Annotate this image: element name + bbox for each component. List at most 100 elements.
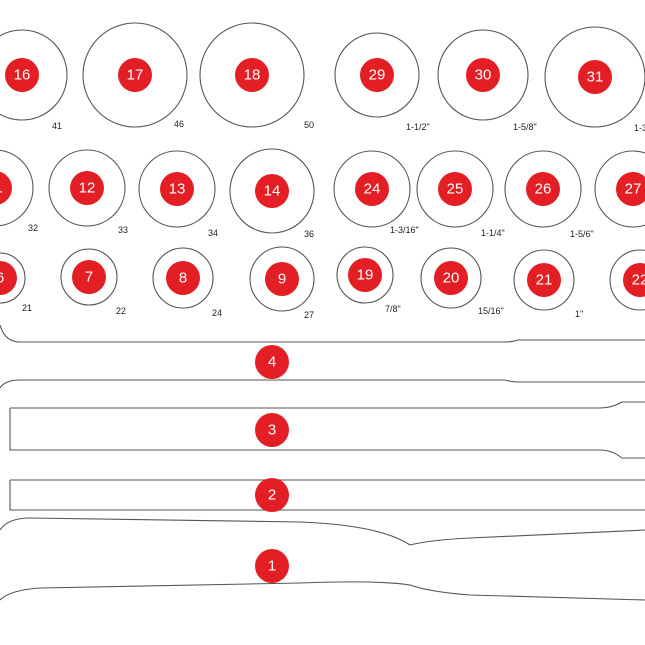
socket-size-label: 32: [28, 223, 38, 233]
number-badge: [578, 60, 612, 94]
socket-number: 30: [475, 67, 492, 84]
socket-pocket: 14 36: [229, 148, 315, 239]
socket-size-label: 33: [118, 225, 128, 235]
socket-pocket: 6 21: [0, 252, 32, 313]
socket-number: 19: [357, 267, 374, 284]
number-badge: [255, 174, 289, 208]
socket-number: 21: [536, 272, 553, 289]
number-badge: [360, 58, 394, 92]
socket-outline: [437, 29, 529, 121]
slot-badge: 3: [255, 413, 289, 447]
socket-tray-bottom-edge: [0, 324, 645, 343]
socket-size-label: 24: [212, 308, 222, 318]
number-badge: [0, 261, 17, 295]
number-badge: [5, 58, 39, 92]
number-badge: [527, 263, 561, 297]
number-badge: [70, 171, 104, 205]
socket-outline: [48, 149, 126, 227]
socket-size-label: 1-5/6": [570, 229, 594, 239]
socket-outline: [0, 29, 68, 121]
socket-outline: [594, 150, 645, 228]
socket-number: 26: [535, 181, 552, 198]
socket-outline: [199, 22, 305, 128]
socket-size-label: 1": [575, 309, 583, 319]
number-badge: [255, 345, 289, 379]
number-badge: [166, 261, 200, 295]
slot-number: 3: [268, 422, 276, 439]
socket-size-label: 1-5/8": [513, 122, 537, 132]
socket-pocket: 8 24: [152, 247, 222, 318]
socket-size-label: 22: [116, 306, 126, 316]
socket-size-label: 34: [208, 228, 218, 238]
number-badge: [434, 261, 468, 295]
socket-number: 14: [264, 183, 281, 200]
number-badge: [438, 172, 472, 206]
socket-pocket: 13 34: [138, 150, 218, 238]
socket-number: 11: [0, 180, 3, 197]
socket-pocket: 31 1-3: [544, 26, 645, 133]
socket-pocket: 19 7/8": [336, 246, 401, 314]
socket-pocket: 7 22: [60, 248, 126, 316]
slot-badge: 1: [255, 549, 289, 583]
socket-outline: [0, 252, 26, 304]
socket-outline: [336, 246, 394, 304]
number-badge: [160, 172, 194, 206]
socket-outline: [333, 150, 411, 228]
socket-outline: [420, 247, 482, 309]
number-badge: [0, 171, 12, 205]
socket-size-label: 1-1/2": [406, 122, 430, 132]
socket-outline: [544, 26, 645, 128]
socket-outline: [229, 148, 315, 234]
socket-number: 24: [364, 181, 381, 198]
socket-size-label: 7/8": [385, 304, 401, 314]
number-badge: [526, 172, 560, 206]
socket-outline: [138, 150, 216, 228]
slot-4-outline: [0, 379, 645, 389]
socket-outline: [513, 249, 575, 311]
slot-number: 4: [268, 354, 276, 371]
socket-number: 27: [625, 181, 642, 198]
slot-number: 1: [268, 558, 276, 575]
number-badge: [265, 262, 299, 296]
number-badge: [255, 413, 289, 447]
number-badge: [348, 258, 382, 292]
slot-badge: 4: [255, 345, 289, 379]
socket-outline: [152, 247, 214, 309]
socket-pocket: 11 32: [0, 149, 38, 233]
socket-group: 164117461850291-1/2"301-5/8"311-31132123…: [0, 22, 645, 320]
socket-number: 6: [0, 270, 4, 287]
socket-pocket: 21 1": [513, 249, 583, 319]
number-badge: [466, 58, 500, 92]
socket-pocket: 12 33: [48, 149, 128, 235]
slot-3-outline: [9, 401, 645, 459]
socket-pocket: 20 15/16": [420, 247, 504, 316]
socket-pocket: 29 1-1/2": [334, 32, 430, 132]
socket-number: 16: [14, 67, 31, 84]
slot-number: 2: [268, 487, 276, 504]
number-badge: [616, 172, 645, 206]
socket-outline: [416, 150, 494, 228]
socket-pocket: 24 1-3/16": [333, 150, 419, 235]
socket-outline: [0, 149, 34, 227]
socket-size-label: 50: [304, 120, 314, 130]
socket-pocket: 27: [594, 150, 645, 228]
socket-size-label: 41: [52, 121, 62, 131]
socket-outline: [82, 22, 188, 128]
slot-2-outline: [9, 479, 645, 511]
socket-pocket: 25 1-1/4": [416, 150, 505, 238]
socket-outline: [504, 150, 582, 228]
number-badge: [255, 478, 289, 512]
socket-number: 7: [85, 269, 93, 286]
socket-outline: [334, 32, 420, 118]
socket-size-label: 36: [304, 229, 314, 239]
slot-badge: 2: [255, 478, 289, 512]
socket-size-label: 1-3: [634, 123, 645, 133]
socket-pocket: 30 1-5/8": [437, 29, 537, 132]
socket-number: 29: [369, 67, 386, 84]
socket-number: 13: [169, 181, 186, 198]
socket-size-label: 1-3/16": [390, 225, 419, 235]
